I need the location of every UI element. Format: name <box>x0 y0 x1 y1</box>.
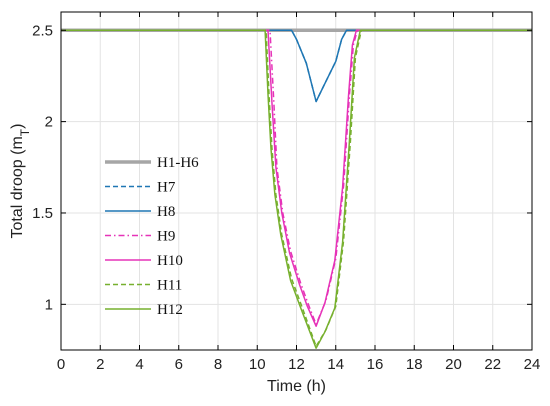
series-line-h12 <box>61 29 532 349</box>
legend-label-h7: H7 <box>157 180 176 196</box>
x-tick-label: 16 <box>367 356 384 373</box>
x-tick-label: 2 <box>96 356 104 373</box>
x-tick-label: 4 <box>135 356 143 373</box>
x-tick-label: 6 <box>175 356 183 373</box>
legend-label-h11: H11 <box>157 278 182 294</box>
x-axis-label: Time (h) <box>267 378 326 395</box>
x-tick-label: 18 <box>406 356 423 373</box>
series-line-h9 <box>61 29 532 326</box>
legend-label-h8: H8 <box>157 204 175 220</box>
legend-label-h10: H10 <box>157 253 183 269</box>
x-tick-label: 14 <box>327 356 344 373</box>
y-axis-label: Total droop (mT) <box>9 124 32 239</box>
x-tick-label: 10 <box>249 356 266 373</box>
x-tick-label: 12 <box>288 356 305 373</box>
x-tick-label: 8 <box>214 356 222 373</box>
x-tick-label: 24 <box>524 356 541 373</box>
y-tick-label: 1 <box>45 296 53 313</box>
series-line-h10 <box>61 29 532 327</box>
plot-series <box>61 28 532 349</box>
y-tick-label: 2 <box>45 114 53 131</box>
x-tick-label: 20 <box>445 356 462 373</box>
legend-label-h1-h6: H1-H6 <box>157 155 199 171</box>
legend-label-h9: H9 <box>157 229 175 245</box>
x-tick-label: 22 <box>484 356 501 373</box>
y-axis-label-main: Total droop (m <box>9 136 26 238</box>
series-line-h11 <box>61 29 532 348</box>
y-axis-label-subscript: T <box>18 128 32 136</box>
y-tick-label: 1.5 <box>32 205 53 222</box>
y-axis-label-close: ) <box>9 124 26 129</box>
series-line-h8 <box>61 29 532 103</box>
legend-label-h12: H12 <box>157 302 183 318</box>
x-tick-label: 0 <box>57 356 65 373</box>
grid <box>61 12 532 350</box>
legend: H1-H6 H7 H8 H9 H10 H11 H12 <box>105 155 199 318</box>
y-tick-label: 2.5 <box>32 22 53 39</box>
